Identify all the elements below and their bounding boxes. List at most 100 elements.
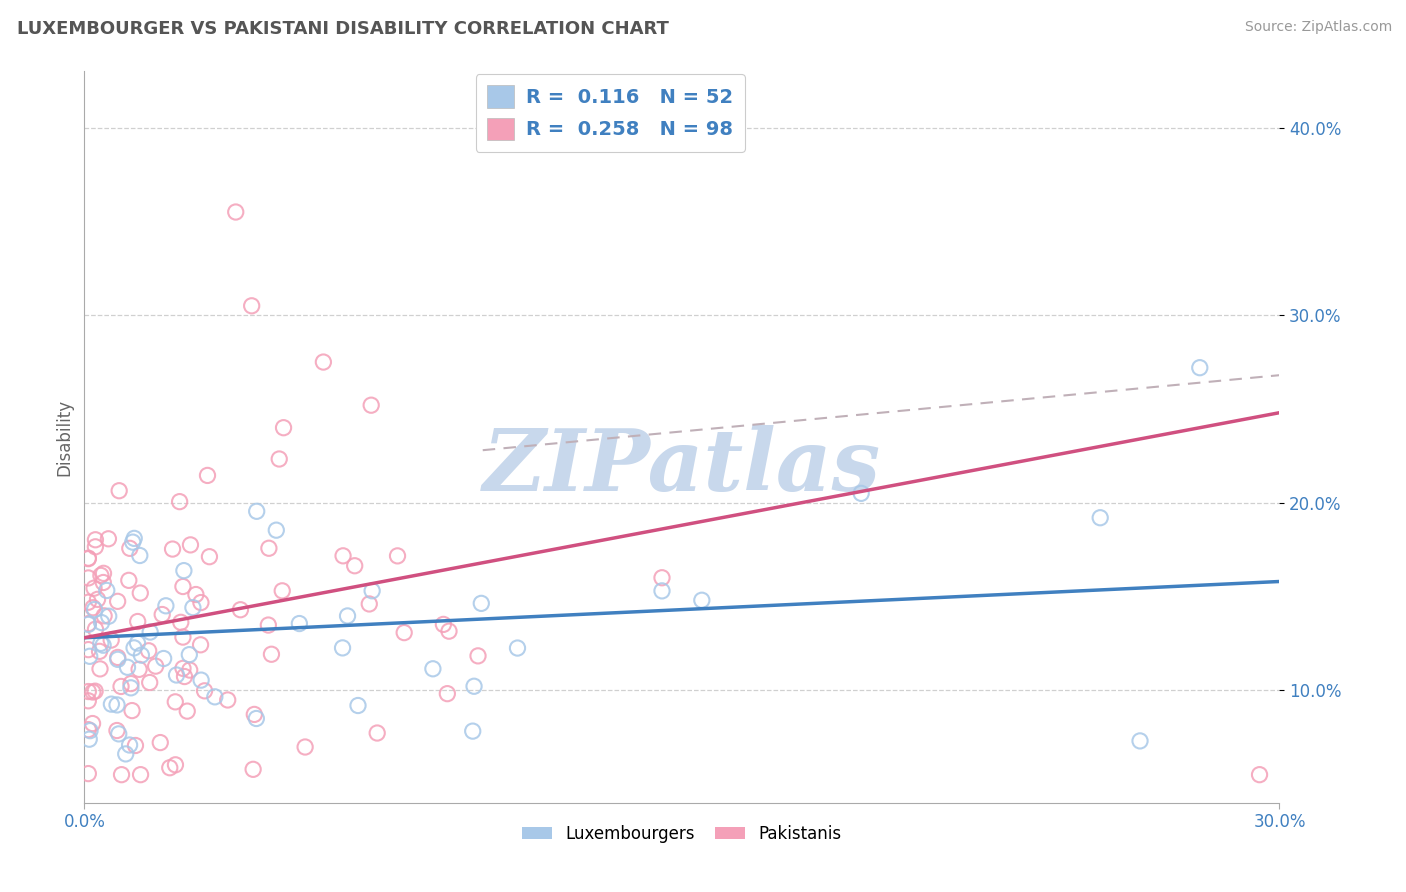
Text: LUXEMBOURGER VS PAKISTANI DISABILITY CORRELATION CHART: LUXEMBOURGER VS PAKISTANI DISABILITY COR…	[17, 20, 669, 37]
Point	[105, 698, 128, 712]
Point	[1188, 360, 1211, 375]
Point	[343, 558, 366, 573]
Point	[470, 596, 492, 610]
Point	[124, 739, 146, 753]
Point	[91, 638, 114, 652]
Point	[179, 648, 201, 662]
Point	[243, 707, 266, 722]
Point	[179, 538, 201, 552]
Point	[217, 693, 239, 707]
Point	[96, 583, 118, 598]
Point	[127, 636, 149, 650]
Point	[145, 659, 167, 673]
Point	[127, 615, 149, 629]
Point	[336, 609, 359, 624]
Point	[271, 583, 294, 598]
Point	[461, 724, 484, 739]
Point	[332, 549, 354, 563]
Point	[851, 486, 873, 500]
Point	[359, 597, 381, 611]
Point	[266, 523, 288, 537]
Point	[97, 532, 120, 546]
Point	[361, 583, 384, 598]
Point	[77, 616, 100, 631]
Point	[91, 575, 114, 590]
Point	[128, 549, 150, 563]
Point	[122, 640, 145, 655]
Point	[176, 704, 198, 718]
Point	[229, 603, 252, 617]
Point	[166, 668, 188, 682]
Point	[360, 398, 382, 412]
Point	[169, 494, 191, 508]
Point	[165, 757, 187, 772]
Point	[77, 723, 100, 737]
Point	[77, 694, 100, 708]
Point	[107, 594, 129, 608]
Point	[107, 652, 129, 666]
Point	[463, 679, 485, 693]
Point	[197, 468, 219, 483]
Point	[437, 624, 460, 639]
Point	[129, 586, 152, 600]
Point	[1249, 767, 1271, 781]
Point	[129, 767, 152, 781]
Point	[77, 551, 100, 566]
Point	[172, 580, 194, 594]
Point	[89, 662, 111, 676]
Point	[246, 504, 269, 518]
Point	[90, 636, 112, 650]
Point	[422, 662, 444, 676]
Point	[107, 650, 129, 665]
Point	[110, 680, 132, 694]
Point	[77, 617, 100, 632]
Point	[121, 704, 143, 718]
Point	[128, 662, 150, 676]
Point	[84, 540, 107, 554]
Point	[651, 571, 673, 585]
Point	[332, 640, 354, 655]
Point	[82, 600, 104, 615]
Point	[77, 595, 100, 609]
Point	[312, 355, 335, 369]
Point	[273, 420, 295, 434]
Point	[86, 592, 108, 607]
Point	[100, 697, 122, 711]
Point	[690, 593, 713, 607]
Point	[120, 681, 142, 695]
Point	[118, 574, 141, 588]
Point	[162, 542, 184, 557]
Point	[651, 583, 673, 598]
Point	[79, 649, 101, 664]
Point	[260, 647, 283, 661]
Text: Source: ZipAtlas.com: Source: ZipAtlas.com	[1244, 20, 1392, 34]
Point	[190, 673, 212, 687]
Point	[257, 541, 280, 556]
Point	[1129, 734, 1152, 748]
Point	[110, 767, 132, 781]
Point	[89, 644, 111, 658]
Point	[240, 299, 263, 313]
Point	[139, 625, 162, 640]
Point	[120, 676, 142, 690]
Point	[204, 690, 226, 704]
Point	[84, 622, 107, 636]
Point	[467, 648, 489, 663]
Point	[77, 732, 100, 747]
Point	[82, 685, 104, 699]
Point	[149, 735, 172, 749]
Point	[152, 651, 174, 665]
Point	[93, 566, 115, 581]
Point	[436, 687, 458, 701]
Point	[114, 747, 136, 761]
Point	[173, 564, 195, 578]
Point	[190, 638, 212, 652]
Point	[184, 588, 207, 602]
Point	[77, 642, 100, 657]
Point	[245, 711, 267, 725]
Point	[242, 762, 264, 776]
Point	[190, 596, 212, 610]
Point	[131, 648, 153, 662]
Y-axis label: Disability: Disability	[55, 399, 73, 475]
Point	[366, 726, 388, 740]
